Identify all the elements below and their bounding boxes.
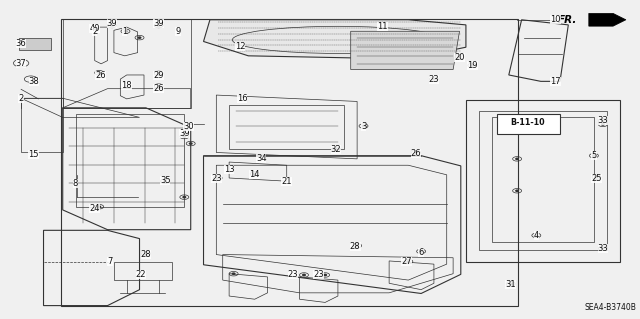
Circle shape [157,25,160,26]
Text: 33: 33 [598,116,608,125]
Circle shape [471,65,474,66]
Circle shape [420,251,422,252]
Text: 3: 3 [361,122,366,131]
Circle shape [602,248,604,249]
Text: B-11-10: B-11-10 [511,118,545,127]
Circle shape [356,245,358,246]
FancyBboxPatch shape [497,114,560,134]
Circle shape [145,253,147,254]
Text: 1: 1 [122,27,127,36]
Text: 24: 24 [90,204,100,213]
Text: 20: 20 [454,53,465,62]
Text: 36: 36 [16,39,26,48]
Polygon shape [19,38,51,50]
Circle shape [458,56,461,57]
Text: 9: 9 [175,27,180,36]
Text: 38: 38 [29,77,39,86]
Text: 32: 32 [331,145,341,154]
Circle shape [157,85,160,87]
Circle shape [509,283,512,285]
Circle shape [602,120,604,121]
Text: 14: 14 [250,170,260,179]
Circle shape [157,73,160,74]
Text: 26: 26 [411,149,421,158]
Text: 29: 29 [154,71,164,80]
Text: 34: 34 [256,154,266,163]
Circle shape [415,152,417,153]
Polygon shape [351,31,460,70]
Text: 30: 30 [184,122,194,130]
Text: 22: 22 [136,271,146,279]
Text: 19: 19 [467,61,477,70]
Text: 35: 35 [160,176,170,185]
Polygon shape [204,20,466,59]
Text: 5: 5 [591,151,596,160]
Text: 11: 11 [378,22,388,31]
Text: 23: 23 [211,174,221,182]
Text: 39: 39 [154,19,164,28]
Circle shape [183,136,186,137]
Circle shape [407,261,410,262]
Text: 4: 4 [534,231,539,240]
Circle shape [183,197,186,198]
Text: 7: 7 [108,257,113,266]
Circle shape [111,25,113,26]
Text: 39: 39 [107,19,117,28]
Circle shape [595,176,598,178]
Circle shape [138,37,141,38]
Text: 10: 10 [550,15,561,24]
Text: 31: 31 [506,280,516,289]
Text: 26: 26 [95,71,106,80]
Circle shape [324,274,326,276]
Circle shape [516,158,518,160]
Text: 17: 17 [550,77,561,86]
Circle shape [303,274,305,276]
Circle shape [232,273,235,274]
Text: 26: 26 [154,84,164,93]
Text: 37: 37 [16,59,26,68]
Text: 16: 16 [237,94,247,103]
Circle shape [433,78,435,80]
Text: 2: 2 [92,27,97,36]
Text: FR.: FR. [558,15,577,25]
Text: 28: 28 [350,242,360,251]
Text: 23: 23 [429,75,439,84]
Circle shape [535,235,538,236]
Text: 12: 12 [235,42,245,51]
Circle shape [189,143,192,144]
Circle shape [362,125,365,127]
Circle shape [164,181,166,182]
Circle shape [124,31,127,32]
Circle shape [98,72,100,73]
Text: 25: 25 [591,174,602,182]
Text: 33: 33 [598,244,608,253]
Text: SEA4-B3740B: SEA4-B3740B [585,303,637,312]
Text: 2: 2 [19,94,24,103]
Text: 21: 21 [282,177,292,186]
Text: 13: 13 [224,165,234,174]
Circle shape [554,120,557,121]
Text: 40: 40 [90,24,100,33]
Polygon shape [589,13,626,26]
Circle shape [253,173,256,174]
Text: 6: 6 [419,248,424,256]
Text: 28: 28 [141,250,151,259]
Text: 23: 23 [314,271,324,279]
Text: 18: 18 [122,81,132,90]
Circle shape [98,206,100,207]
Text: 39: 39 [179,130,189,138]
Text: 15: 15 [28,150,38,159]
Circle shape [335,149,337,150]
Circle shape [593,155,595,156]
Circle shape [216,177,219,179]
Text: 27: 27 [401,257,412,266]
Text: 23: 23 [288,271,298,279]
Circle shape [602,124,604,125]
Circle shape [516,190,518,191]
Text: 8: 8 [73,179,78,188]
